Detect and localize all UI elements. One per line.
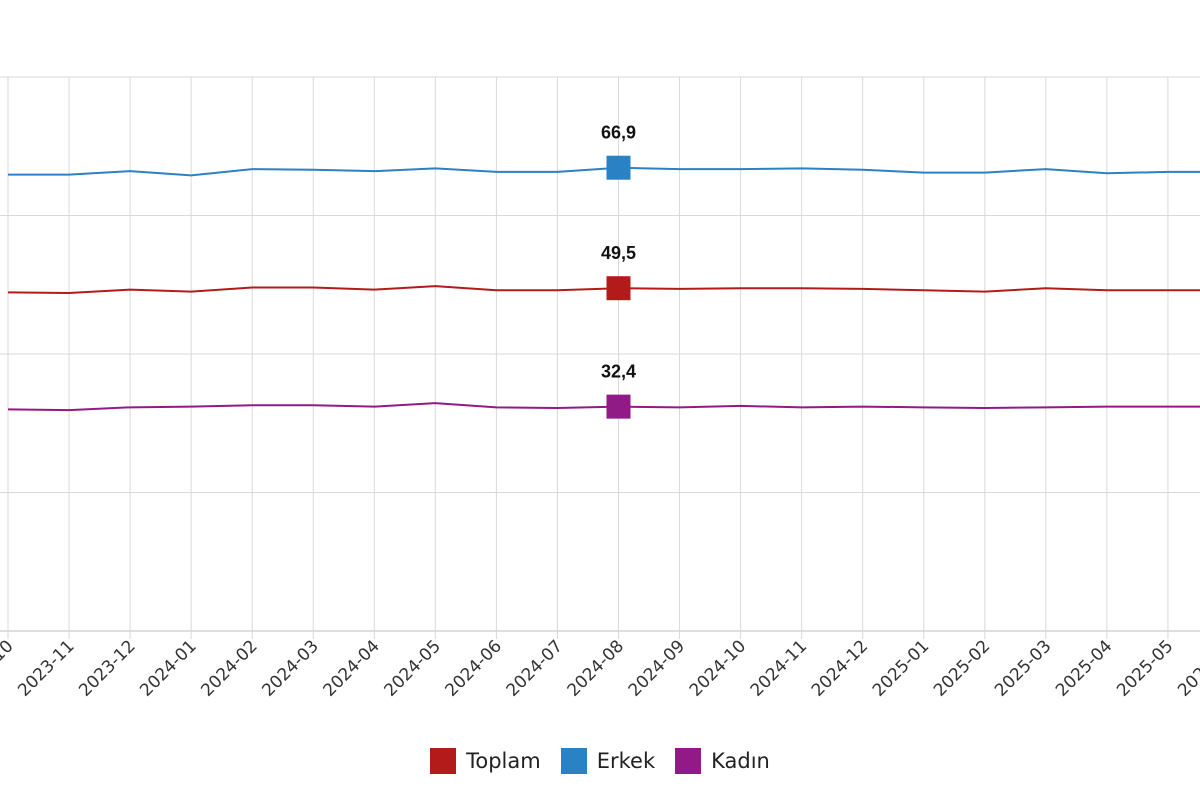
legend-item-erkek[interactable]: Erkek	[560, 748, 656, 774]
x-tick-label: 2024-09	[625, 636, 689, 700]
x-tick-label: 2025-06	[1174, 636, 1200, 700]
data-label-erkek: 66,9	[601, 123, 636, 143]
x-tick-label: 2023-12	[75, 636, 139, 700]
grid	[0, 76, 1200, 639]
x-tick-label: 2024-07	[503, 636, 567, 700]
x-tick-label: 2024-08	[564, 636, 628, 700]
series-line-erkek	[8, 166, 1200, 177]
x-tick-label: 2024-01	[136, 636, 200, 700]
highlight-marker-toplam[interactable]	[606, 276, 631, 301]
legend-item-kadin[interactable]: Kadın	[675, 748, 770, 774]
x-tick-label: 2024-05	[381, 636, 445, 700]
x-tick-label: 2024-04	[319, 636, 383, 700]
series-line-kadin	[7, 402, 1200, 412]
x-tick-label: 2024-03	[258, 636, 322, 700]
legend-label-kadin: Kadın	[711, 749, 770, 773]
x-tick-label: 2025-04	[1052, 636, 1116, 700]
x-tick-label: 2024-10	[686, 636, 750, 700]
data-label-kadin: 32,4	[601, 362, 636, 382]
legend-swatch-kadin	[675, 748, 702, 774]
legend-swatch-toplam	[430, 748, 457, 774]
x-tick-label: 2023-10	[0, 636, 18, 700]
data-labels: 49,5 66,9 32,4	[601, 123, 636, 382]
highlight-marker-kadin[interactable]	[606, 394, 631, 419]
series-line-toplam	[7, 285, 1200, 295]
x-tick-label: 2025-02	[930, 636, 994, 700]
legend-item-toplam[interactable]: Toplam	[430, 748, 541, 774]
data-label-toplam: 49,5	[601, 243, 636, 263]
x-tick-label: 2025-03	[991, 636, 1055, 700]
legend-label-erkek: Erkek	[596, 749, 656, 773]
x-tick-label: 2025-01	[869, 636, 933, 700]
x-tick-label: 2024-11	[747, 636, 811, 700]
x-tick-label: 2023-11	[14, 636, 78, 700]
x-tick-label: 2024-12	[808, 636, 872, 700]
legend-swatch-erkek	[560, 748, 587, 774]
x-tick-label: 2025-05	[1113, 636, 1177, 700]
highlight-marker-erkek[interactable]	[606, 155, 631, 180]
x-tick-label: 2024-02	[197, 636, 261, 700]
highlight-markers[interactable]	[606, 155, 631, 419]
legend-label-toplam: Toplam	[466, 749, 541, 773]
x-axis-ticks: 2023-102023-112023-122024-012024-022024-…	[0, 636, 1200, 700]
legend: Toplam Erkek Kadın	[0, 748, 1200, 774]
x-tick-label: 2024-06	[442, 636, 506, 700]
